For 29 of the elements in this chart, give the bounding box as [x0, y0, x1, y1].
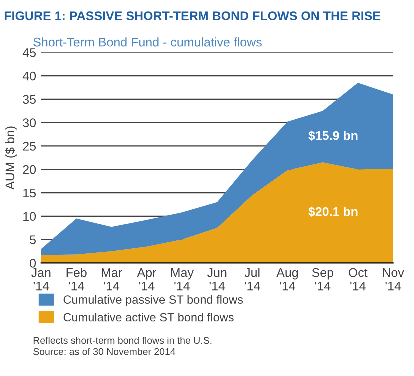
- x-tick-label: Jan '14: [32, 268, 51, 291]
- x-tick-label: Mar '14: [102, 268, 122, 291]
- y-tick-label: 0: [30, 259, 36, 268]
- y-tick-label: 20: [23, 165, 36, 174]
- y-axis-title: AUM ($ bn): [5, 126, 18, 190]
- y-tick-label: 15: [24, 188, 36, 198]
- annotation: $15.9 bn: [308, 130, 358, 142]
- y-tick-label: 25: [23, 142, 36, 151]
- x-tick-label: Aug '14: [276, 268, 298, 291]
- y-tick-label: 30: [23, 118, 36, 128]
- legend-label: Cumulative passive ST bond flows: [64, 295, 244, 306]
- chart-title: FIGURE 1: PASSIVE SHORT-TERM BOND FLOWS ON THE RISE: [4, 12, 381, 20]
- y-tick-label: 45: [22, 48, 36, 58]
- x-tick-label: Oct '14: [348, 268, 368, 291]
- x-tick-label: Feb '14: [66, 268, 87, 291]
- x-tick-label: Sep '14: [312, 268, 334, 291]
- y-tick-label: 10: [24, 212, 36, 222]
- chart-subtitle: Short-Term Bond Fund - cumulative flows: [34, 38, 262, 47]
- annotation: $20.1 bn: [308, 206, 358, 218]
- x-tick-label: Apr '14: [137, 268, 156, 291]
- text: Reflects short-term bond flows in the U.S. Source: as of 30 November 2014: [34, 336, 212, 356]
- x-tick-label: Jun '14: [207, 268, 227, 291]
- y-tick-label: 35: [23, 95, 36, 104]
- x-tick-label: Jul '14: [244, 268, 260, 291]
- x-tick-label: Nov '14: [383, 268, 404, 291]
- y-tick-label: 40: [22, 72, 36, 81]
- y-tick-label: 5: [30, 236, 36, 244]
- legend-label: Cumulative active ST bond flows: [64, 313, 234, 322]
- x-tick-label: May '14: [171, 268, 194, 291]
